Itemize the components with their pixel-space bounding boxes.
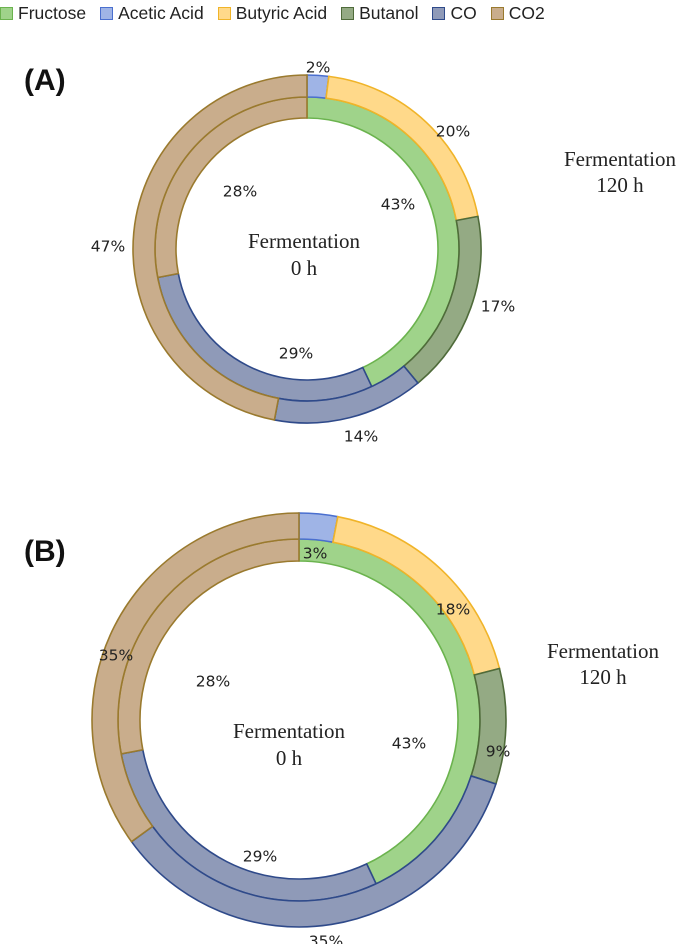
donut-b-outer-label-acetic-acid: 3%	[303, 545, 328, 563]
donut-a-outer-label-co: 14%	[344, 428, 378, 446]
donut-b-outer-slice-acetic-acid	[298, 512, 339, 544]
donut-b-outer-label-butyric-acid: 18%	[436, 601, 470, 619]
donut-b-outer-label-butanol: 9%	[486, 743, 511, 761]
panel-label-b: (B)	[24, 535, 66, 568]
donut-b-inner-label-fructose: 43%	[392, 735, 426, 753]
outer-ring-label-b-line1: Fermentation	[547, 639, 659, 663]
legend-swatch-butanol	[341, 6, 355, 20]
donut-b-outer-label-co: 35%	[309, 933, 343, 944]
donut-a-outer-slice-co2	[132, 74, 308, 421]
legend-label-butyric-acid: Butyric Acid	[235, 2, 328, 23]
chart-panel-b: 43% 29% 28% 3% 18% 9% 35% 35% (B) Fermentation …	[0, 472, 685, 944]
donut-chart-b: 43% 29% 28% 3% 18% 9% 35% 35%	[91, 512, 511, 944]
inner-ring-label-b-line2: 0 h	[275, 746, 303, 770]
donut-b-outer-label-co2: 35%	[99, 647, 133, 665]
legend-item-butanol: Butanol	[341, 3, 418, 24]
legend-label-fructose: Fructose	[18, 2, 87, 23]
outer-ring-label-a-line2: 120 h	[596, 173, 644, 197]
legend-item-butyric-acid: Butyric Acid	[217, 2, 328, 24]
legend-item-co2: CO2	[490, 2, 545, 24]
outer-ring-label-b-line2: 120 h	[579, 665, 627, 689]
donut-a-outer-label-acetic-acid: 2%	[306, 59, 331, 77]
legend-label-co2: CO2	[508, 2, 545, 23]
donut-b-inner-label-co: 29%	[243, 848, 277, 866]
donut-a-outer-label-co2: 47%	[91, 238, 125, 256]
legend-item-acetic-acid: Acetic Acid	[100, 3, 204, 24]
legend-swatch-fructose	[0, 6, 13, 20]
legend-swatch-co	[432, 6, 446, 20]
donut-a-inner-slice-co	[156, 272, 373, 402]
donut-b-inner-slice-co	[120, 748, 378, 902]
legend-item-co: CO	[432, 2, 477, 24]
chart-legend: Fructose Acetic Acid Butyric Acid Butano…	[0, 0, 685, 26]
legend-label-co: CO	[450, 2, 477, 23]
donut-a-outer-label-butyric-acid: 20%	[436, 123, 470, 141]
panel-label-a: (A)	[24, 64, 66, 97]
legend-swatch-acetic-acid	[100, 6, 114, 20]
outer-ring-label-b: Fermentation 120 h	[523, 638, 683, 690]
inner-ring-label-a-line2: 0 h	[290, 256, 318, 280]
donut-a-inner-label-co2: 28%	[223, 183, 257, 201]
donut-a-inner-label-fructose: 43%	[381, 196, 415, 214]
inner-ring-label-b-line1: Fermentation	[233, 719, 345, 743]
donut-chart-a: 43% 29% 28% 2% 20% 17% 14% 47%	[91, 59, 515, 446]
outer-ring-label-a: Fermentation 120 h	[540, 146, 685, 198]
chart-panel-a: 43% 29% 28% 2% 20% 17% 14% 47% (A) Fermentation…	[24, 59, 685, 446]
legend-label-butanol: Butanol	[359, 2, 419, 23]
legend-item-fructose: Fructose	[0, 3, 86, 24]
donut-a-inner-label-co: 29%	[279, 345, 313, 363]
legend-swatch-co2	[490, 6, 504, 20]
donut-b-inner-label-co2: 28%	[196, 673, 230, 691]
donut-a-outer-label-butanol: 17%	[481, 298, 515, 316]
inner-ring-label-b: Fermentation 0 h	[189, 718, 389, 772]
legend-label-acetic-acid: Acetic Acid	[118, 2, 204, 23]
donut-a-outer-slice-acetic-acid	[306, 74, 330, 100]
donut-b-outer-slice-co2	[91, 512, 300, 843]
legend-swatch-butyric-acid	[217, 6, 231, 20]
inner-ring-label-a: Fermentation 0 h	[204, 228, 404, 282]
inner-ring-label-a-line1: Fermentation	[248, 229, 360, 253]
outer-ring-label-a-line1: Fermentation	[564, 147, 676, 171]
